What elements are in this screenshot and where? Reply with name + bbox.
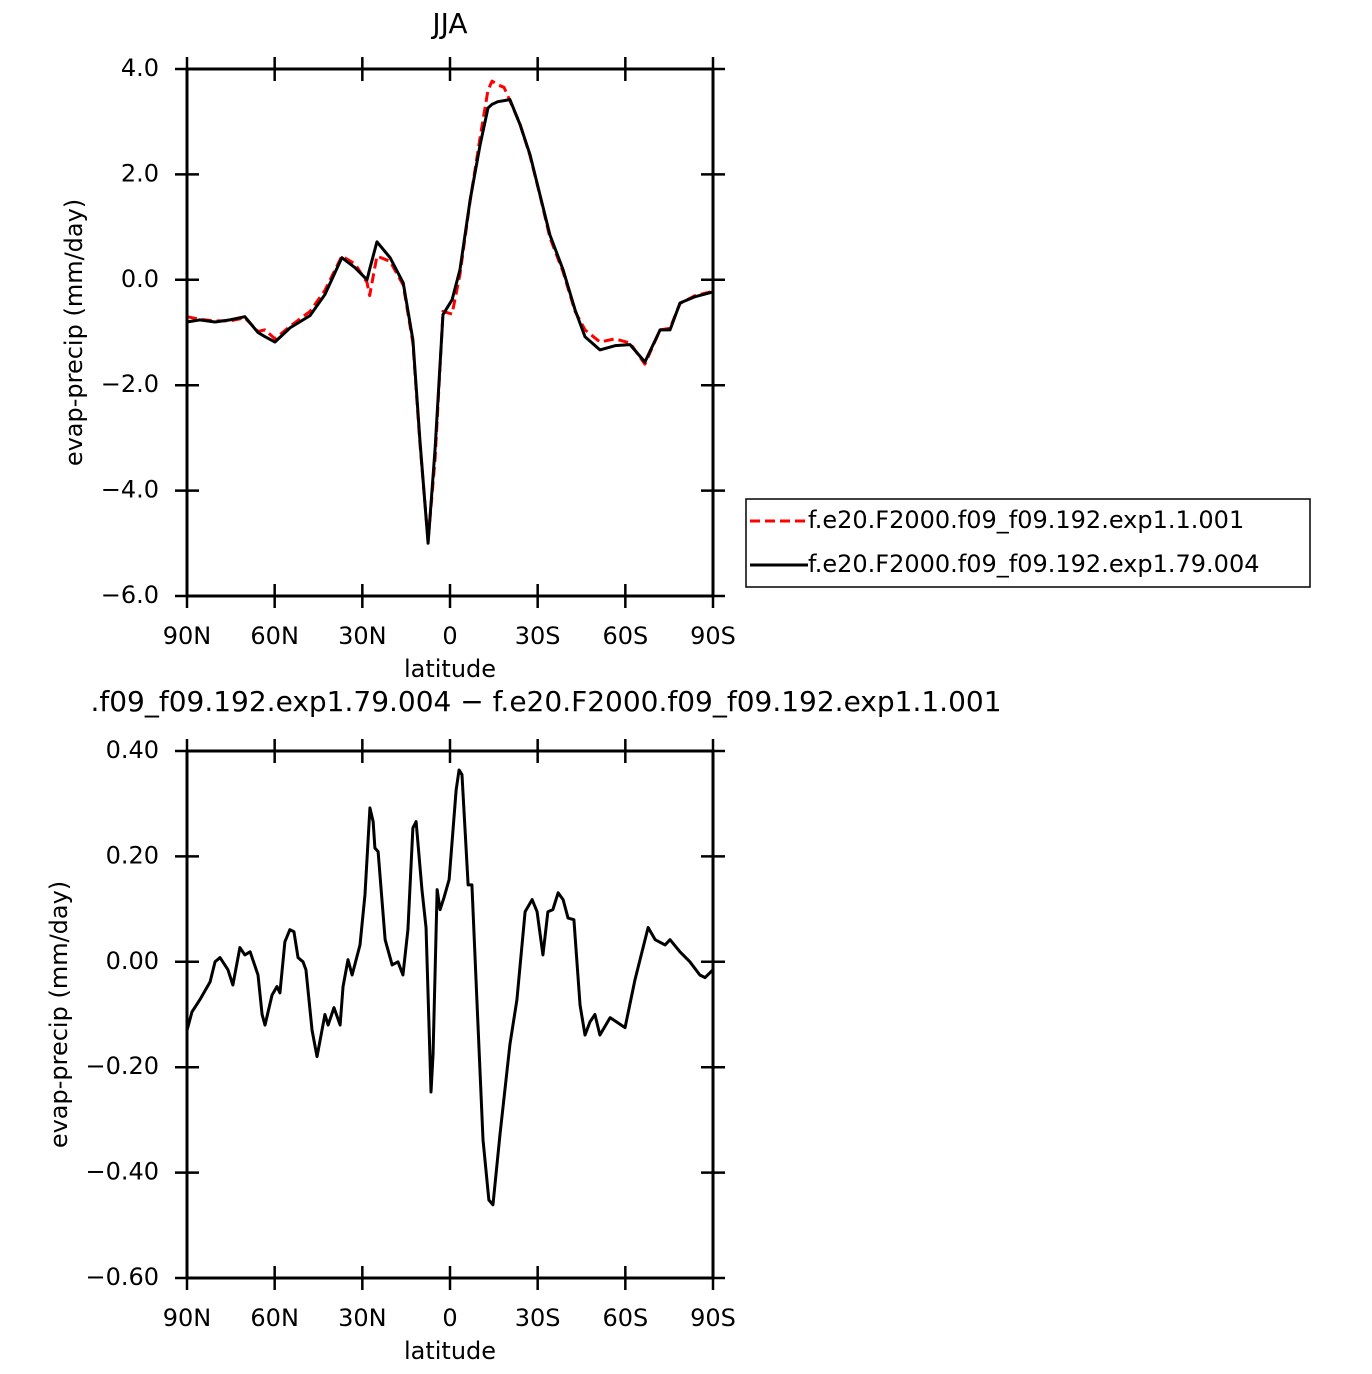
- y-tick-label: −0.60: [85, 1263, 159, 1291]
- y-axis-label: evap-precip (mm/day): [45, 881, 73, 1148]
- line-series: [186, 79, 714, 543]
- y-tick-label: 0.20: [106, 841, 159, 869]
- y-tick-label: −4.0: [101, 476, 159, 504]
- line-series: [186, 98, 714, 545]
- legend-label: f.e20.F2000.f09_f09.192.exp1.79.004: [808, 550, 1259, 578]
- x-tick-label: 60N: [250, 622, 299, 650]
- x-tick-label: 0: [442, 622, 457, 650]
- y-tick-label: 0.0: [121, 265, 159, 293]
- y-tick-label: 0.40: [106, 736, 159, 764]
- y-axis-label: evap-precip (mm/day): [60, 199, 88, 466]
- x-tick-label: 90N: [163, 1304, 212, 1332]
- x-tick-label: 60S: [602, 1304, 648, 1332]
- x-tick-label: 90S: [690, 1304, 736, 1332]
- x-axis-label: latitude: [404, 655, 496, 683]
- x-tick-label: 30S: [515, 1304, 561, 1332]
- chart-title: .f09_f09.192.exp1.79.004 − f.e20.F2000.f…: [90, 685, 1001, 718]
- x-tick-label: 60S: [602, 622, 648, 650]
- line-series: [185, 768, 715, 1207]
- y-tick-label: −2.0: [101, 370, 159, 398]
- y-tick-label: −0.40: [85, 1158, 159, 1186]
- y-tick-label: 4.0: [121, 54, 159, 82]
- legend-box: [745, 498, 1311, 588]
- x-tick-label: 90N: [163, 622, 212, 650]
- x-tick-label: 90S: [690, 622, 736, 650]
- plot-frame: [185, 67, 715, 598]
- x-tick-label: 0: [442, 1304, 457, 1332]
- x-axis-label: latitude: [404, 1337, 496, 1365]
- plot-frame: [185, 749, 715, 1280]
- x-tick-label: 30N: [338, 622, 387, 650]
- x-tick-label: 30S: [515, 622, 561, 650]
- y-tick-label: 2.0: [121, 159, 159, 187]
- chart-title: JJA: [430, 7, 467, 40]
- x-tick-label: 30N: [338, 1304, 387, 1332]
- x-tick-label: 60N: [250, 1304, 299, 1332]
- y-tick-label: −0.20: [85, 1052, 159, 1080]
- legend-label: f.e20.F2000.f09_f09.192.exp1.1.001: [808, 506, 1244, 534]
- y-tick-label: 0.00: [106, 947, 159, 975]
- y-tick-label: −6.0: [101, 581, 159, 609]
